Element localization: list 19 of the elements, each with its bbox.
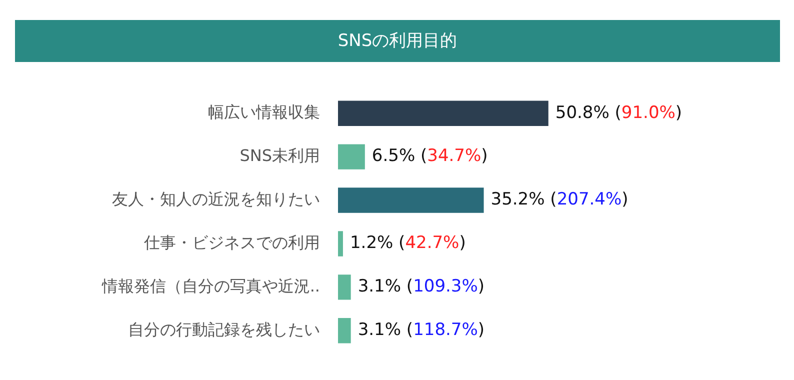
bar — [338, 100, 548, 126]
bar — [338, 318, 351, 344]
bar — [338, 274, 351, 300]
y-tick-label: 幅広い情報収集 — [208, 102, 320, 122]
data-label: 3.1% (109.3%) — [358, 276, 485, 297]
data-label: 35.2% (207.4%) — [490, 190, 628, 210]
bar — [338, 231, 343, 256]
data-label: 50.8% (91.0%) — [555, 102, 682, 123]
bar — [338, 144, 365, 170]
y-tick-label: 自分の行動記録を残したい — [128, 320, 320, 339]
chart-title: SNSの利用目的 — [15, 20, 780, 62]
data-label: 6.5% (34.7%) — [372, 146, 488, 166]
y-tick-label: 仕事・ビジネスでの利用 — [143, 232, 320, 252]
y-tick-label: 情報発信（自分の写真や近況.. — [100, 276, 320, 296]
data-label: 3.1% (118.7%) — [358, 320, 485, 340]
data-label: 1.2% (42.7%) — [350, 233, 466, 254]
bar — [338, 188, 484, 213]
y-tick-label: SNS未利用 — [240, 146, 320, 165]
y-tick-label: 友人・知人の近況を知りたい — [112, 189, 320, 208]
